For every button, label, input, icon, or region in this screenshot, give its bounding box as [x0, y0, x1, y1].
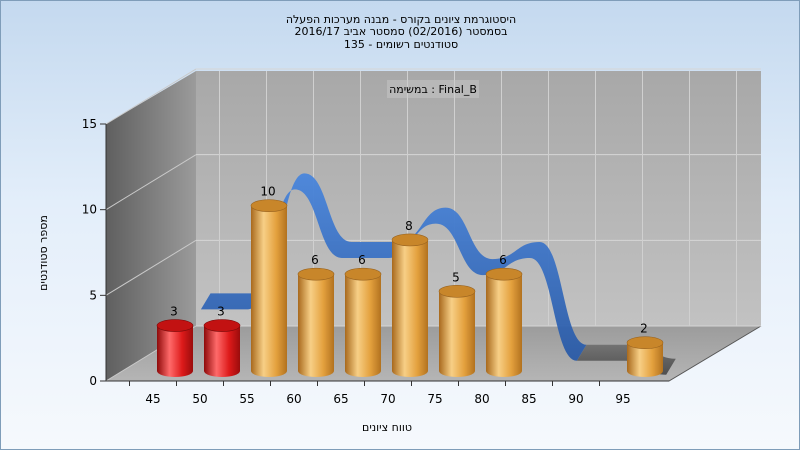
x-tick-label: 45	[145, 392, 160, 406]
bar	[626, 336, 664, 377]
bar-top	[626, 336, 664, 350]
chart-subtitle: במשימה : Final_B	[389, 83, 477, 96]
y-tick-label: 0	[89, 374, 97, 388]
subtitle-box	[387, 80, 479, 98]
bar-top	[344, 267, 382, 281]
y-axis-label: מספר סטודנטים	[37, 215, 50, 291]
x-tick-label: 95	[615, 392, 630, 406]
back-wall	[196, 71, 761, 326]
bar-data-label: 3	[217, 305, 225, 319]
bar	[156, 319, 194, 377]
bar-data-label: 6	[358, 253, 366, 267]
bar-top	[156, 319, 194, 332]
chart-title-line-1: היסטוגרמת ציונים בקורס - מבנה מערכות הפע…	[285, 13, 517, 26]
x-axis-label: טווח ציונים	[362, 421, 412, 434]
x-tick-label: 90	[568, 392, 583, 406]
x-tick-label: 50	[192, 392, 207, 406]
y-tick-label: 15	[82, 117, 97, 131]
x-tick-label: 60	[286, 392, 301, 406]
bar-top	[203, 319, 241, 332]
y-tick-label: 5	[89, 288, 97, 302]
x-tick-label: 85	[521, 392, 536, 406]
bar	[438, 285, 476, 377]
bar-body	[157, 325, 193, 377]
left-wall	[106, 71, 196, 381]
x-tick-label: 70	[380, 392, 395, 406]
bar-data-label: 10	[260, 185, 275, 199]
bar-data-label: 5	[452, 270, 460, 284]
bar-body	[345, 274, 381, 377]
bar-body	[251, 205, 287, 377]
axes	[105, 124, 669, 382]
bar-body	[439, 291, 475, 377]
bar-body	[204, 325, 240, 377]
bar-top	[438, 285, 476, 298]
bar-body	[486, 274, 522, 377]
x-tick-label: 55	[239, 392, 254, 406]
bar	[297, 267, 335, 377]
bar-top	[250, 199, 288, 212]
grid-line	[105, 154, 197, 211]
bar-data-label: 2	[640, 322, 648, 336]
grid-line	[105, 68, 197, 125]
x-tick-label: 65	[333, 392, 348, 406]
chart-title-line-2: בסמסטר (02/2016) סמסטר אביב 2016/17	[294, 25, 508, 38]
bar	[203, 319, 241, 377]
grid-line	[105, 239, 197, 296]
bar-data-label: 6	[499, 253, 507, 267]
bar	[391, 233, 429, 377]
bar-body	[627, 342, 663, 377]
bar-top	[391, 233, 429, 247]
bar-body	[392, 239, 428, 377]
bar-top	[485, 267, 523, 281]
x-tick-label: 80	[474, 392, 489, 406]
y-axis-ticks: 0 5 10 15	[82, 117, 106, 388]
bar-top	[297, 267, 335, 281]
x-axis-ticks: 45 50 55 60 65 70 75 80 85 90 95	[129, 381, 631, 406]
bar-data-label: 3	[170, 305, 178, 319]
x-tick-label: 75	[427, 392, 442, 406]
bar	[250, 199, 288, 377]
bar-data-label: 8	[405, 219, 413, 233]
bars: 3 3 10 6 6 8 5 6 2	[156, 185, 664, 377]
bar-body	[298, 274, 334, 377]
y-tick-label: 10	[82, 203, 97, 217]
chart-title-line-3: סטודנטים רשומים - 135	[343, 38, 459, 51]
bar	[485, 267, 523, 377]
bar	[344, 267, 382, 377]
bar-data-label: 6	[311, 253, 319, 267]
